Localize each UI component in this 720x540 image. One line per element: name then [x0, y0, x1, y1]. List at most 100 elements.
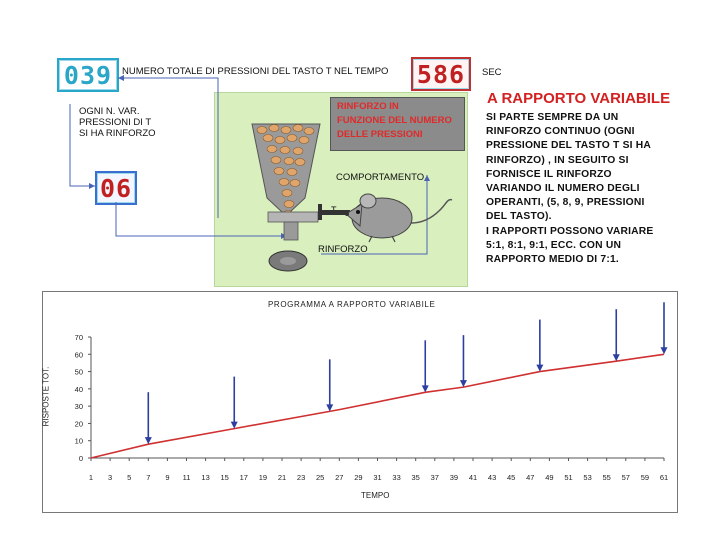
desc-line-11: RAPPORTO MEDIO DI 7:1. — [486, 254, 619, 266]
x-tick-label: 53 — [583, 473, 591, 482]
presses-counter-label: NUMERO TOTALE DI PRESSIONI DEL TASTO T N… — [122, 66, 389, 77]
connector-to-presses-counter — [118, 77, 219, 218]
x-tick-label: 27 — [335, 473, 343, 482]
x-tick-label: 1 — [89, 473, 93, 482]
mouse-ear — [359, 193, 377, 209]
desc-line-9: I RAPPORTI POSSONO VARIARE — [486, 225, 654, 237]
x-tick-label: 61 — [660, 473, 668, 482]
desc-line-5: FORNISCE IL RINFORZO — [486, 168, 612, 180]
note-line-1: RINFORZO IN — [337, 101, 399, 112]
y-tick-label: 20 — [75, 419, 83, 428]
mouse-nose — [345, 212, 349, 216]
x-tick-label: 29 — [354, 473, 362, 482]
x-tick-label: 35 — [412, 473, 420, 482]
lever-key-icon — [320, 210, 350, 215]
chart-ylabel: RISPOSTE TOT. — [41, 366, 51, 427]
mouse-head — [345, 203, 363, 228]
desc-line-1: SI PARTE SEMPRE DA UN — [486, 112, 619, 123]
x-tick-label: 39 — [450, 473, 458, 482]
x-tick-label: 57 — [622, 473, 630, 482]
connector-counter-to-feeder — [115, 202, 287, 237]
time-counter-label: SEC — [482, 67, 502, 78]
reinforcement-rule-line-1: OGNI N. VAR. — [79, 106, 140, 117]
desc-line-4: RINFORZO) , IN SEGUITO SI — [486, 154, 629, 166]
note-line-3: DELLE PRESSIONI — [337, 129, 423, 140]
presses-counter-digits: 039 — [63, 60, 113, 90]
time-counter: 586 — [411, 57, 471, 91]
x-tick-label: 21 — [278, 473, 286, 482]
y-tick-label: 40 — [75, 385, 83, 394]
desc-line-7: OPERANTI, (5, 8, 9, PRESSIONI — [486, 197, 645, 209]
desc-line-10: 5:1, 8:1, 9:1, ECC. CON UN — [486, 239, 622, 251]
ratio-description: SI PARTE SEMPRE DA UN RINFORZO CONTINUO … — [486, 111, 706, 267]
x-tick-label: 9 — [165, 473, 169, 482]
reinforcement-rule-line-2: PRESSIONI DI T — [79, 117, 152, 128]
y-tick-label: 70 — [75, 333, 83, 342]
mouse-icon — [345, 193, 453, 243]
reinforcement-arrow-head — [230, 421, 238, 429]
time-counter-digits: 586 — [416, 59, 466, 89]
note-line-2: FUNZIONE DEL NUMERO — [337, 115, 452, 126]
y-tick-label: 10 — [75, 437, 83, 446]
x-tick-label: 3 — [108, 473, 112, 482]
feeder-chute — [283, 221, 299, 241]
food-dish-inner — [280, 257, 296, 265]
reinforcement-arrow-head — [536, 364, 544, 372]
mouse-tail — [401, 198, 453, 224]
x-tick-label: 47 — [526, 473, 534, 482]
connector-behaviour — [321, 175, 428, 255]
comportamento-label: COMPORTAMENTO — [336, 172, 425, 183]
x-tick-label: 55 — [603, 473, 611, 482]
x-tick-label: 37 — [431, 473, 439, 482]
presses-counter: 039 — [57, 58, 119, 92]
reinforcement-arrow-head — [660, 347, 668, 355]
reinforcement-rule-line-3: SI HA RINFORZO — [79, 128, 156, 139]
desc-line-6: VARIANDO IL NUMERO DEGLI — [486, 183, 640, 195]
food-pellets — [256, 124, 315, 218]
reinforcement-counter-digits: 06 — [99, 173, 133, 203]
chart-title: PROGRAMMA A RAPPORTO VARIABILE — [268, 300, 436, 309]
x-tick-label: 5 — [127, 473, 131, 482]
rinforzo-label: RINFORZO — [318, 244, 368, 255]
apparatus-diagram — [69, 75, 453, 272]
x-tick-label: 43 — [488, 473, 496, 482]
y-tick-label: 50 — [75, 368, 83, 377]
x-tick-label: 11 — [183, 473, 191, 482]
x-tick-label: 13 — [201, 473, 209, 482]
x-tick-label: 15 — [221, 473, 229, 482]
arrow-head-behaviour — [424, 175, 430, 181]
reinforcement-arrow-head — [326, 404, 334, 412]
y-tick-label: 30 — [75, 402, 83, 411]
x-tick-label: 23 — [297, 473, 305, 482]
connector-lines — [69, 77, 428, 255]
reinforcement-note-box: RINFORZO IN FUNZIONE DEL NUMERO DELLE PR… — [330, 97, 465, 151]
desc-line-2: RINFORZO CONTINUO (OGNI — [486, 126, 635, 138]
x-tick-label: 59 — [641, 473, 649, 482]
mouse-feet — [368, 235, 396, 243]
x-tick-label: 31 — [373, 473, 381, 482]
chart-xlabel: TEMPO — [361, 491, 390, 500]
x-tick-label: 19 — [259, 473, 267, 482]
x-tick-label: 49 — [545, 473, 553, 482]
x-tick-label: 17 — [240, 473, 248, 482]
desc-line-3: PRESSIONE DEL TASTO T SI HA — [486, 140, 652, 152]
arrow-head-rule — [89, 183, 95, 189]
x-tick-label: 51 — [564, 473, 572, 482]
reinforcement-arrow-head — [459, 380, 467, 388]
x-tick-label: 41 — [469, 473, 477, 482]
lever-key-base — [318, 204, 322, 220]
reinforcement-arrow-head — [144, 437, 152, 445]
cumulative-response-line — [90, 353, 665, 459]
connector-rule-label — [69, 104, 95, 187]
y-tick-label: 0 — [79, 454, 83, 463]
arrow-head-presses — [118, 75, 124, 81]
ratio-title: A RAPPORTO VARIABILE — [487, 90, 671, 107]
mouse-eye — [356, 210, 360, 214]
x-tick-label: 25 — [316, 473, 324, 482]
x-tick-label: 33 — [392, 473, 400, 482]
x-tick-label: 7 — [146, 473, 150, 482]
x-tick-label: 45 — [507, 473, 515, 482]
y-tick-label: 60 — [75, 350, 83, 359]
desc-line-8: DEL TASTO). — [486, 211, 552, 223]
